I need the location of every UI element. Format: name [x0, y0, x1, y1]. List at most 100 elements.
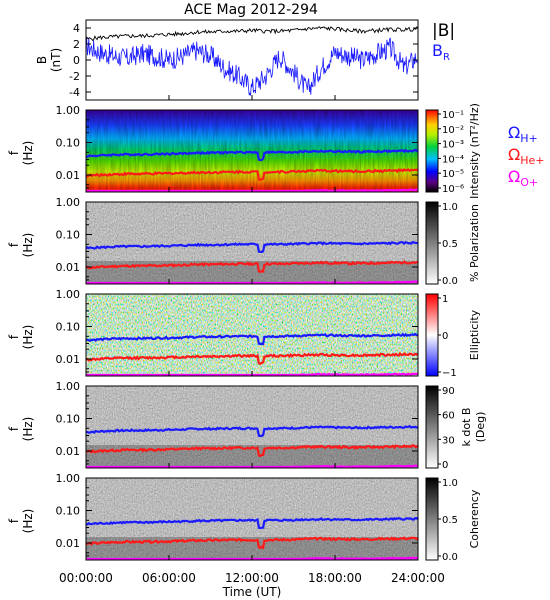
f-yunit: (Hz) [21, 141, 35, 166]
ion-legend-subscript: H+ [520, 132, 538, 145]
time-axis: 00:00:00 06:00:00 12:00:00 18:00:00 24:00:00… [59, 571, 445, 599]
he-plus-gyro-line [85, 536, 419, 550]
colorbar-tick-label: 0 [442, 331, 448, 342]
he-plus-gyro-line [85, 351, 419, 365]
f-ytick-label: 1.00 [56, 472, 81, 485]
legend-absb: |B| [432, 21, 455, 41]
colorbar-tick-label: 1 [442, 294, 448, 305]
colorbar-tick-label: 10⁻² [442, 125, 464, 136]
f-yunit: (Hz) [21, 509, 35, 534]
ion-legend-He+: ΩHe+ [508, 145, 545, 167]
colorbar-tick-label: 1.0 [442, 478, 458, 489]
colorbar [425, 109, 439, 193]
f-ytick-label: 0.01 [56, 169, 81, 182]
colorbar-tick-label: 0 [442, 460, 448, 471]
colorbar-label: Coherency [468, 489, 481, 548]
coherency-lowband [86, 537, 418, 560]
ion-legend-H+: ΩH+ [508, 123, 538, 145]
f-ytick-label: 0.10 [56, 505, 81, 518]
time-tick-label: 06:00:00 [142, 571, 196, 585]
h-plus-gyro-line [85, 424, 419, 438]
time-axis-label: Time (UT) [222, 585, 282, 599]
colorbar-label: % Polarization [468, 204, 481, 282]
b-ytick-label: 4 [73, 22, 80, 35]
time-tick-label: 00:00:00 [59, 571, 113, 585]
f-ytick-label: 0.01 [56, 353, 81, 366]
colorbar-tick-label: 0.0 [442, 276, 458, 287]
figure-title: ACE Mag 2012-294 [184, 2, 318, 18]
f-ytick-label: 0.01 [56, 261, 81, 274]
b-ytick-label: 0 [73, 54, 80, 67]
f-ytick-label: 0.10 [56, 229, 81, 242]
f-ylabel: f [7, 242, 21, 247]
colorbar-label: k dot B [460, 408, 473, 447]
f-ytick-label: 0.10 [56, 413, 81, 426]
f-ytick-label: 0.01 [56, 445, 81, 458]
legend-br-sub: R [443, 52, 450, 63]
colorbar-tick-label: 0.0 [442, 552, 458, 563]
br-series-line [85, 36, 418, 96]
f-ytick-label: 1.00 [56, 104, 81, 117]
b-ytick-label: 2 [73, 38, 80, 51]
colorbar-tick-label: 90 [442, 386, 455, 397]
b-ytick-label: -2 [69, 70, 80, 83]
b-ylabel: B [35, 56, 49, 64]
colorbar-tick-label: 60 [442, 411, 455, 422]
spectrogram-panel-2: 1.00 0.10 0.01 f (Hz) 1.0 0.5 0.0 % Polarization [7, 196, 481, 287]
h-plus-gyro-line [85, 240, 419, 254]
spectrogram-panel-3: 1.00 0.10 0.01 f (Hz) 1 0 −1 Ellipticity [7, 288, 481, 379]
legend-br: BR [432, 41, 450, 63]
polarization-lowband [86, 261, 418, 284]
colorbar-label: Ellipticity [468, 309, 481, 360]
f-ytick-label: 1.00 [56, 196, 81, 209]
f-ytick-label: 1.00 [56, 380, 81, 393]
f-ytick-label: 0.01 [56, 537, 81, 550]
absb-series-line [85, 26, 419, 41]
colorbar-unit: (Deg) [474, 412, 487, 443]
f-yunit: (Hz) [21, 325, 35, 350]
colorbar-tick-label: 0.5 [442, 515, 458, 526]
kdotb-lowband [86, 445, 418, 468]
ion-legend: ΩH+ΩHe+ΩO+ [508, 123, 545, 189]
colorbar-tick-label: 10⁻¹ [442, 110, 464, 121]
colorbar-tick-label: −1 [442, 368, 457, 379]
colorbar-tick-label: 0.5 [442, 239, 458, 250]
f-ytick-label: 0.10 [56, 137, 81, 150]
b-ytick-label: -4 [69, 86, 80, 99]
f-ylabel: f [7, 150, 21, 155]
ion-legend-subscript: O+ [520, 176, 538, 189]
h-plus-gyro-line [85, 148, 419, 162]
f-ylabel: f [7, 426, 21, 431]
b-field-panel: 4 2 0 -2 -4 B (nT) |B|BR [35, 19, 455, 101]
spectrogram-panel-4: 1.00 0.10 0.01 f (Hz) 90 60 30 0 k dot B (Deg) [7, 380, 487, 471]
b-yunit: (nT) [49, 48, 63, 72]
f-yunit: (Hz) [21, 233, 35, 258]
he-plus-gyro-line [85, 260, 419, 273]
f-ylabel: f [7, 518, 21, 523]
colorbar-tick-label: 1.0 [442, 202, 458, 213]
colorbar-tick-label: 10⁻³ [442, 140, 464, 151]
ion-legend-O+: ΩO+ [508, 167, 538, 189]
h-plus-gyro-line [85, 516, 419, 530]
colorbar-tick-label: 10⁻⁵ [442, 169, 464, 180]
he-plus-gyro-line [85, 168, 419, 181]
spectrogram-panel-1: 1.00 0.10 0.01 f (Hz) 10⁻¹ 10⁻² 10⁻³ 10⁻⁴ 10⁻⁵ 10⁻… [7, 103, 481, 199]
f-yunit: (Hz) [21, 417, 35, 442]
time-tick-label: 18:00:00 [308, 571, 362, 585]
colorbar-tick-label: 10⁻⁶ [442, 184, 464, 195]
colorbar [425, 293, 439, 377]
colorbar [425, 385, 439, 469]
h-plus-gyro-line [85, 332, 419, 346]
he-plus-gyro-line [85, 444, 419, 458]
spectrogram-panel-5: 1.00 0.10 0.01 f (Hz) 1.0 0.5 0.0 Coherency [7, 472, 481, 563]
ion-legend-subscript: He+ [520, 154, 544, 167]
colorbar [425, 201, 439, 285]
f-ytick-label: 1.00 [56, 288, 81, 301]
time-tick-label: 12:00:00 [225, 571, 279, 585]
time-tick-label: 24:00:00 [391, 571, 445, 585]
colorbar-tick-label: 10⁻⁴ [442, 154, 464, 165]
kdotb-map [86, 386, 418, 468]
colorbar-label: Intensity (nT²/Hz) [468, 103, 481, 199]
f-ylabel: f [7, 334, 21, 339]
